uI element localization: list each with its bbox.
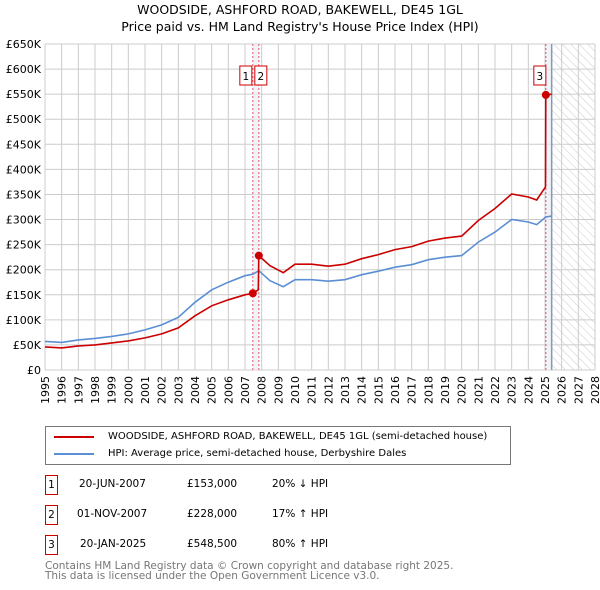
x-tick-label: 2028 [589, 376, 600, 404]
sale-band [252, 44, 259, 370]
x-tick-label: 2008 [256, 376, 269, 404]
sale-number: 3 [45, 535, 58, 555]
x-tick-label: 2007 [239, 376, 252, 404]
x-tick-label: 2025 [539, 376, 552, 404]
x-tick-label: 2010 [289, 376, 302, 404]
y-tick-label: £200K [6, 264, 42, 277]
sale-price: £228,000 [187, 508, 238, 520]
sale-label: 3 [536, 71, 543, 83]
footer-line-2: This data is licensed under the Open Gov… [45, 570, 380, 582]
y-tick-label: £400K [6, 163, 42, 176]
x-tick-label: 2002 [156, 376, 169, 404]
y-tick-label: £600K [6, 63, 42, 76]
sale-label: 2 [257, 71, 264, 83]
legend-swatch-hpi [54, 452, 94, 455]
sale-hpi: 17% ↑ HPI [272, 508, 329, 520]
x-tick-label: 2016 [389, 376, 402, 404]
property-line [44, 93, 552, 349]
sale-date: 20-JUN-2007 [79, 478, 146, 490]
sale-point [248, 289, 257, 298]
sale-hpi: 80% ↑ HPI [272, 538, 329, 550]
sale-number: 1 [45, 475, 58, 495]
x-tick-label: 2005 [206, 376, 219, 404]
chart-subtitle: Price paid vs. HM Land Registry's House … [121, 19, 479, 34]
y-tick-label: £300K [6, 214, 42, 227]
x-tick-label: 2021 [472, 376, 485, 404]
forecast-hatch [551, 44, 595, 370]
x-tick-label: 2014 [356, 376, 369, 404]
y-tick-label: £50K [13, 339, 42, 352]
x-tick-label: 2011 [306, 376, 319, 404]
x-tick-label: 2001 [139, 376, 152, 404]
y-tick-label: £250K [6, 239, 42, 252]
x-tick-label: 1996 [56, 376, 69, 404]
x-tick-label: 2026 [556, 376, 569, 404]
x-tick-label: 2023 [506, 376, 519, 404]
sale-label-box [239, 65, 253, 86]
sale-point [254, 251, 263, 260]
y-tick-label: £650K [6, 38, 42, 51]
sale-hpi: 20% ↓ HPI [272, 478, 329, 490]
sale-row: 2 01-NOV-2007 £228,000 17% ↑ HPI [45, 505, 565, 525]
chart-title: WOODSIDE, ASHFORD ROAD, BAKEWELL, DE45 1… [137, 2, 463, 17]
y-tick-label: £350K [6, 188, 42, 201]
legend-property: WOODSIDE, ASHFORD ROAD, BAKEWELL, DE45 1… [108, 431, 488, 442]
sale-label-box [533, 65, 547, 86]
x-tick-label: 1997 [72, 376, 85, 404]
x-tick-label: 2013 [339, 376, 352, 404]
x-tick-label: 2006 [222, 376, 235, 404]
sale-number: 2 [45, 505, 58, 525]
sale-price: £548,500 [187, 538, 238, 550]
y-tick-label: £550K [6, 88, 42, 101]
x-tick-label: 2000 [122, 376, 135, 404]
x-tick-label: 2022 [489, 376, 502, 404]
sale-band [545, 44, 552, 370]
x-tick-label: 2019 [439, 376, 452, 404]
y-tick-label: £0 [27, 364, 41, 377]
y-tick-label: £450K [6, 138, 42, 151]
sale-date: 20-JAN-2025 [80, 538, 147, 550]
x-tick-label: 2003 [172, 376, 185, 404]
x-tick-label: 1995 [39, 376, 52, 404]
y-tick-label: £100K [6, 314, 42, 327]
sale-label: 1 [242, 71, 249, 83]
sale-date: 01-NOV-2007 [77, 508, 148, 520]
legend-swatch-property [54, 435, 94, 438]
x-tick-label: 1999 [106, 376, 119, 404]
sale-point [541, 90, 550, 99]
sale-row: 3 20-JAN-2025 £548,500 80% ↑ HPI [45, 535, 565, 555]
y-tick-label: £150K [6, 289, 42, 302]
legend-hpi: HPI: Average price, semi-detached house,… [108, 448, 407, 459]
x-tick-label: 2017 [406, 376, 419, 404]
sale-row: 1 20-JUN-2007 £153,000 20% ↓ HPI [45, 475, 565, 495]
legend: WOODSIDE, ASHFORD ROAD, BAKEWELL, DE45 1… [45, 426, 511, 465]
sale-price: £153,000 [187, 478, 238, 490]
footer-line-1: Contains HM Land Registry data © Crown c… [45, 560, 454, 572]
x-tick-label: 2015 [372, 376, 385, 404]
x-tick-label: 2024 [522, 376, 535, 404]
x-tick-label: 2018 [422, 376, 435, 404]
sale-label-box [254, 65, 268, 86]
x-tick-label: 2020 [456, 376, 469, 404]
footer: Contains HM Land Registry data © Crown c… [45, 560, 454, 582]
x-tick-label: 2009 [272, 376, 285, 404]
y-tick-label: £500K [6, 113, 42, 126]
x-tick-label: 2004 [189, 376, 202, 404]
x-tick-label: 2027 [572, 376, 585, 404]
price-chart: 1 2 3 £0 £50K £100K £150K £200K £250K £300K £350K £… [6, 38, 600, 404]
hpi-line [44, 215, 552, 344]
x-tick-label: 2012 [322, 376, 335, 404]
x-tick-label: 1998 [89, 376, 102, 404]
